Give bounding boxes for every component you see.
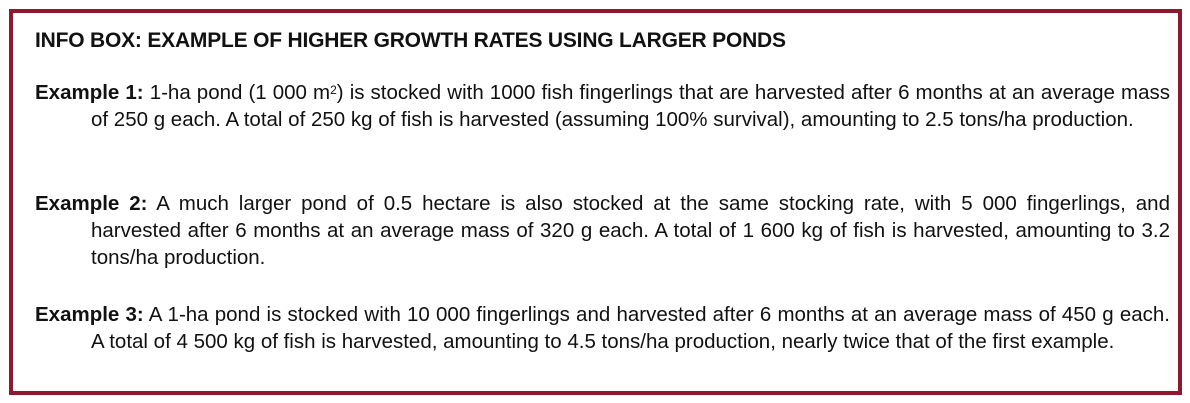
example-2-paragraph: Example 2: A much larger pond of 0.5 hec… bbox=[35, 190, 1170, 271]
info-box-title: INFO BOX: EXAMPLE OF HIGHER GROWTH RATES… bbox=[35, 29, 786, 52]
example-1-superscript: 2 bbox=[330, 83, 337, 97]
example-3-label: Example 3: bbox=[35, 303, 144, 326]
example-1-label: Example 1: bbox=[35, 81, 144, 104]
example-2-text: A much larger pond of 0.5 hectare is als… bbox=[91, 192, 1170, 269]
example-3-paragraph: Example 3: A 1-ha pond is stocked with 1… bbox=[35, 301, 1170, 355]
example-1-text-start: 1-ha pond (1 000 m bbox=[143, 81, 331, 104]
example-1-text-end: ) is stocked with 1000 fish fingerlings … bbox=[91, 81, 1170, 131]
info-box: INFO BOX: EXAMPLE OF HIGHER GROWTH RATES… bbox=[9, 9, 1182, 395]
example-2-label: Example 2: bbox=[35, 192, 148, 215]
example-3-text: A 1-ha pond is stocked with 10 000 finge… bbox=[91, 303, 1171, 353]
example-1-paragraph: Example 1: 1-ha pond (1 000 m2) is stock… bbox=[35, 79, 1170, 133]
